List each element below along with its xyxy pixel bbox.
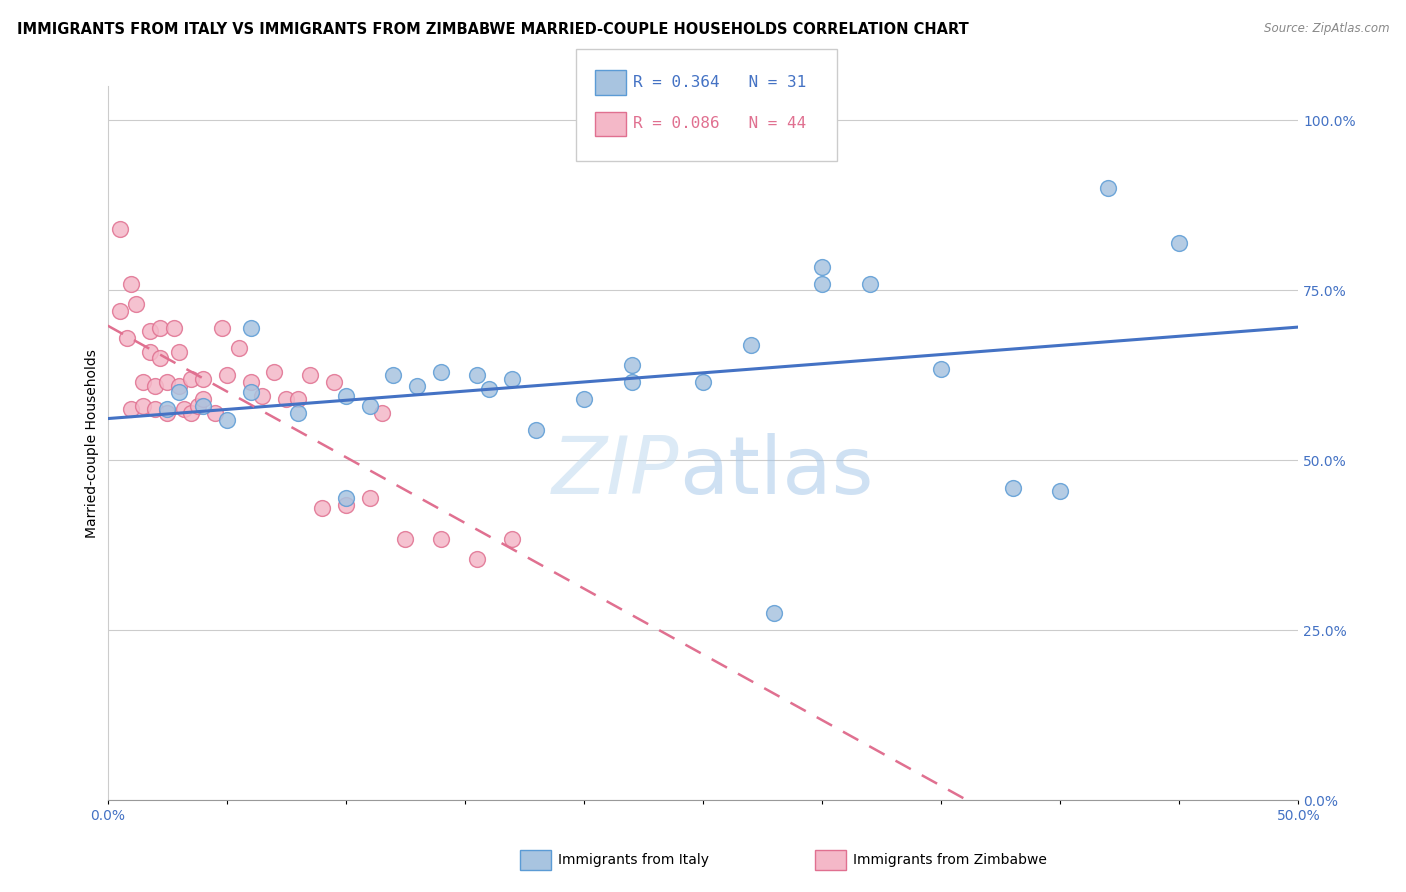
Text: R = 0.086   N = 44: R = 0.086 N = 44 xyxy=(633,117,806,131)
Point xyxy=(406,378,429,392)
Point xyxy=(149,351,172,366)
Point xyxy=(692,375,714,389)
Point xyxy=(167,378,190,392)
Point xyxy=(620,375,643,389)
Point xyxy=(180,406,202,420)
Text: Source: ZipAtlas.com: Source: ZipAtlas.com xyxy=(1264,22,1389,36)
Point xyxy=(620,358,643,372)
Point xyxy=(572,392,595,407)
Text: Immigrants from Zimbabwe: Immigrants from Zimbabwe xyxy=(853,853,1047,867)
Point xyxy=(359,491,381,505)
Point xyxy=(204,406,226,420)
Point xyxy=(811,277,834,291)
Point xyxy=(120,402,142,417)
Point xyxy=(239,375,262,389)
Point xyxy=(1097,181,1119,195)
Y-axis label: Married-couple Households: Married-couple Households xyxy=(86,349,100,538)
Text: ZIP: ZIP xyxy=(551,433,679,511)
Point xyxy=(465,368,488,383)
Point xyxy=(191,392,214,407)
Point xyxy=(187,399,209,413)
Point xyxy=(149,320,172,334)
Point xyxy=(239,385,262,400)
Point xyxy=(322,375,344,389)
Point xyxy=(108,303,131,318)
Point xyxy=(929,361,952,376)
Point xyxy=(139,324,162,338)
Point xyxy=(156,402,179,417)
Point xyxy=(859,277,882,291)
Point xyxy=(276,392,298,407)
Point xyxy=(215,368,238,383)
Point xyxy=(191,372,214,386)
Point xyxy=(191,399,214,413)
Point xyxy=(299,368,322,383)
Point xyxy=(311,501,333,516)
Point xyxy=(173,402,195,417)
Point xyxy=(143,378,166,392)
Point xyxy=(524,423,547,437)
Text: R = 0.364   N = 31: R = 0.364 N = 31 xyxy=(633,76,806,90)
Point xyxy=(763,607,786,621)
Point xyxy=(252,389,274,403)
Point xyxy=(239,320,262,334)
Point xyxy=(359,399,381,413)
Point xyxy=(120,277,142,291)
Text: atlas: atlas xyxy=(679,433,873,511)
Point xyxy=(370,406,392,420)
Point xyxy=(132,399,155,413)
Point xyxy=(740,338,762,352)
Point xyxy=(335,389,357,403)
Point xyxy=(167,344,190,359)
Point xyxy=(228,341,250,355)
Point xyxy=(139,344,162,359)
Point xyxy=(167,385,190,400)
Point xyxy=(1168,235,1191,250)
Point xyxy=(287,406,309,420)
Point xyxy=(501,532,523,546)
Point xyxy=(115,331,138,345)
Point xyxy=(263,365,285,379)
Point xyxy=(1049,483,1071,498)
Point xyxy=(430,365,453,379)
Point xyxy=(132,375,155,389)
Point xyxy=(125,297,148,311)
Point xyxy=(108,222,131,236)
Point xyxy=(501,372,523,386)
Point xyxy=(394,532,416,546)
Point xyxy=(465,552,488,566)
Point xyxy=(180,372,202,386)
Point xyxy=(211,320,233,334)
Point xyxy=(215,412,238,426)
Point xyxy=(478,382,501,396)
Point xyxy=(156,375,179,389)
Point xyxy=(156,406,179,420)
Text: IMMIGRANTS FROM ITALY VS IMMIGRANTS FROM ZIMBABWE MARRIED-COUPLE HOUSEHOLDS CORR: IMMIGRANTS FROM ITALY VS IMMIGRANTS FROM… xyxy=(17,22,969,37)
Point xyxy=(163,320,186,334)
Point xyxy=(287,392,309,407)
Point xyxy=(430,532,453,546)
Point xyxy=(335,491,357,505)
Point xyxy=(143,402,166,417)
Point xyxy=(811,260,834,274)
Text: Immigrants from Italy: Immigrants from Italy xyxy=(558,853,709,867)
Point xyxy=(382,368,405,383)
Point xyxy=(335,498,357,512)
Point xyxy=(1001,481,1024,495)
